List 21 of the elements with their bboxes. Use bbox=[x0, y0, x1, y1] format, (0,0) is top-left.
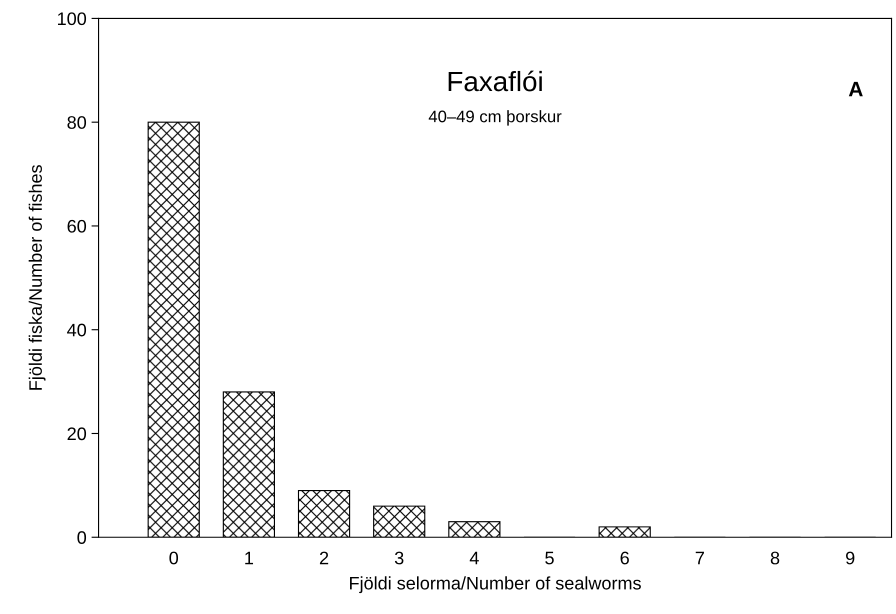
x-tick-label: 7 bbox=[696, 552, 704, 564]
text: Faxaflói bbox=[448, 70, 542, 92]
y-axis-title: Fjöldi fiska/Number of fishes bbox=[28, 165, 46, 390]
y-tick-label: 80 bbox=[67, 116, 86, 129]
y-tick-label: 40 bbox=[67, 324, 86, 336]
x-tick-label: 8 bbox=[770, 552, 780, 564]
y-tick-label: 20 bbox=[68, 427, 86, 440]
y-tick-label: 0 bbox=[77, 531, 86, 544]
x-tick-label: 5 bbox=[545, 552, 554, 564]
x-tick-label: 2 bbox=[320, 552, 328, 564]
y-tick-label: 100 bbox=[58, 12, 86, 26]
y-tick-label: 60 bbox=[68, 220, 86, 233]
x-tick-label: 0 bbox=[169, 552, 178, 564]
x-tick-label: 1 bbox=[245, 552, 254, 564]
x-tick-label: 4 bbox=[470, 552, 479, 564]
x-tick-label: 6 bbox=[620, 552, 629, 564]
x-tick-label: 3 bbox=[394, 552, 404, 564]
annotation: A bbox=[848, 82, 863, 96]
text: 40–49 cm þorskur bbox=[428, 110, 562, 126]
x-tick-label: 9 bbox=[846, 552, 854, 564]
x-axis-title: Fjöldi selorma/Number of sealworms bbox=[350, 576, 641, 594]
